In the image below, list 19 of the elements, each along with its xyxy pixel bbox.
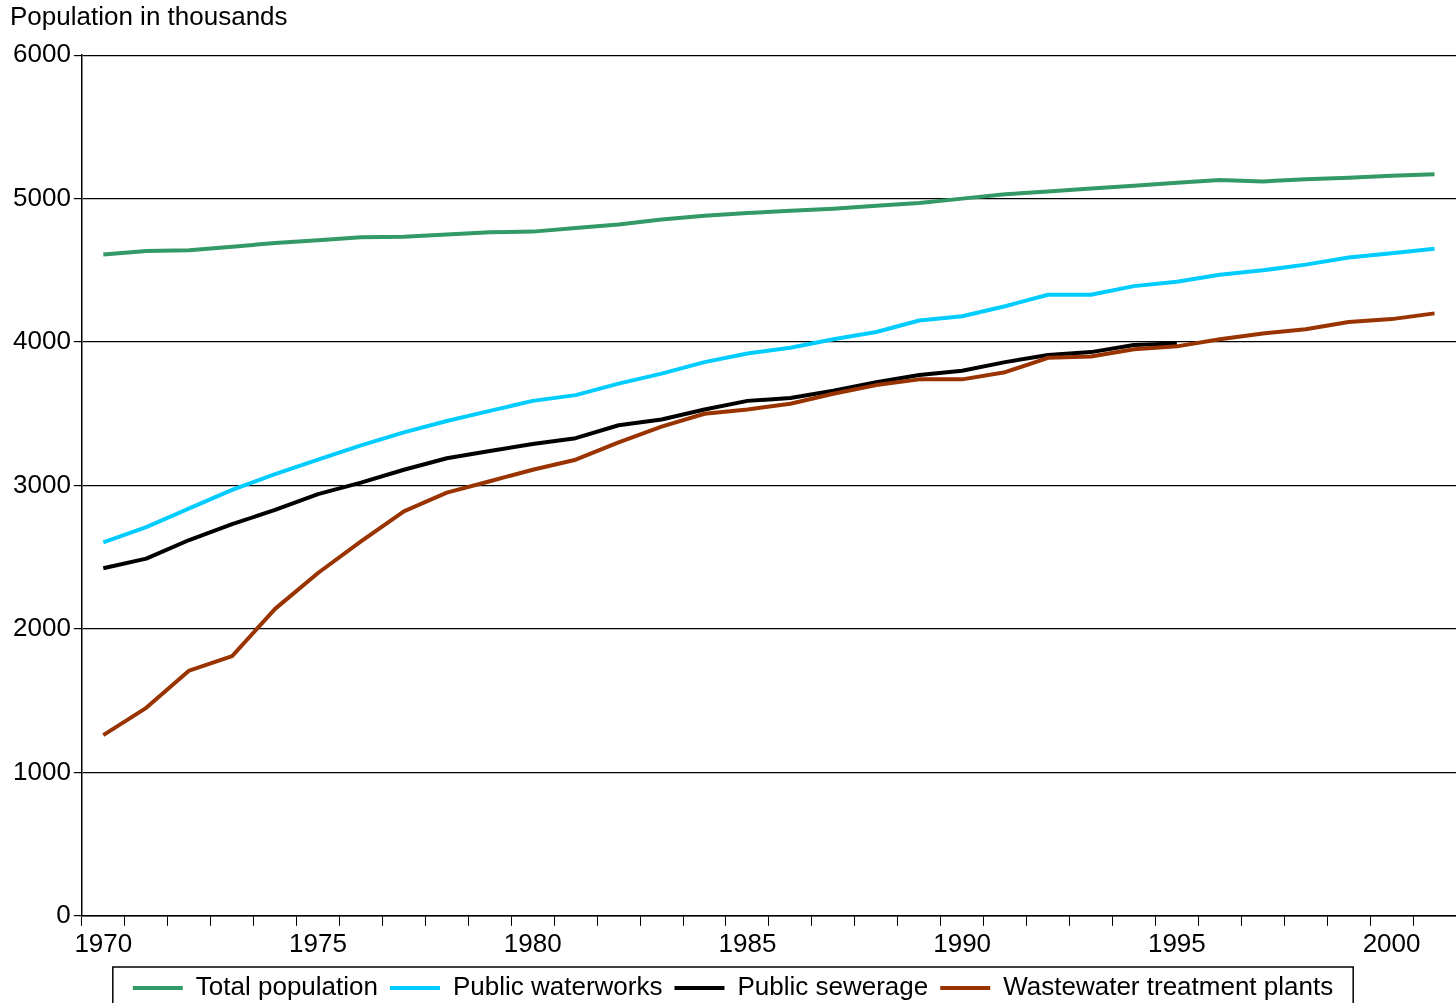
legend-label: Public waterworks xyxy=(452,971,663,1002)
y-tick-label: 4000 xyxy=(13,325,71,356)
y-tick-label: 6000 xyxy=(13,38,71,69)
x-tick-label: 1980 xyxy=(503,927,562,958)
y-tick-label: 2000 xyxy=(13,612,71,643)
x-tick-label: 1990 xyxy=(933,927,992,958)
legend-label: Wastewater treatment plants xyxy=(1003,971,1334,1002)
y-axis-title: Population in thousands xyxy=(10,0,288,31)
y-tick-label: 5000 xyxy=(13,181,71,212)
y-tick-label: 1000 xyxy=(13,755,71,786)
legend-label: Public sewerage xyxy=(737,971,929,1002)
y-tick-label: 0 xyxy=(56,898,71,929)
x-tick-label: 1970 xyxy=(74,927,133,958)
x-tick-label: 2000 xyxy=(1362,927,1421,958)
x-tick-label: 1985 xyxy=(718,927,777,958)
y-tick-label: 3000 xyxy=(13,468,71,499)
x-tick-label: 1995 xyxy=(1147,927,1206,958)
x-tick-label: 1975 xyxy=(289,927,347,958)
legend-label: Total population xyxy=(195,971,378,1002)
